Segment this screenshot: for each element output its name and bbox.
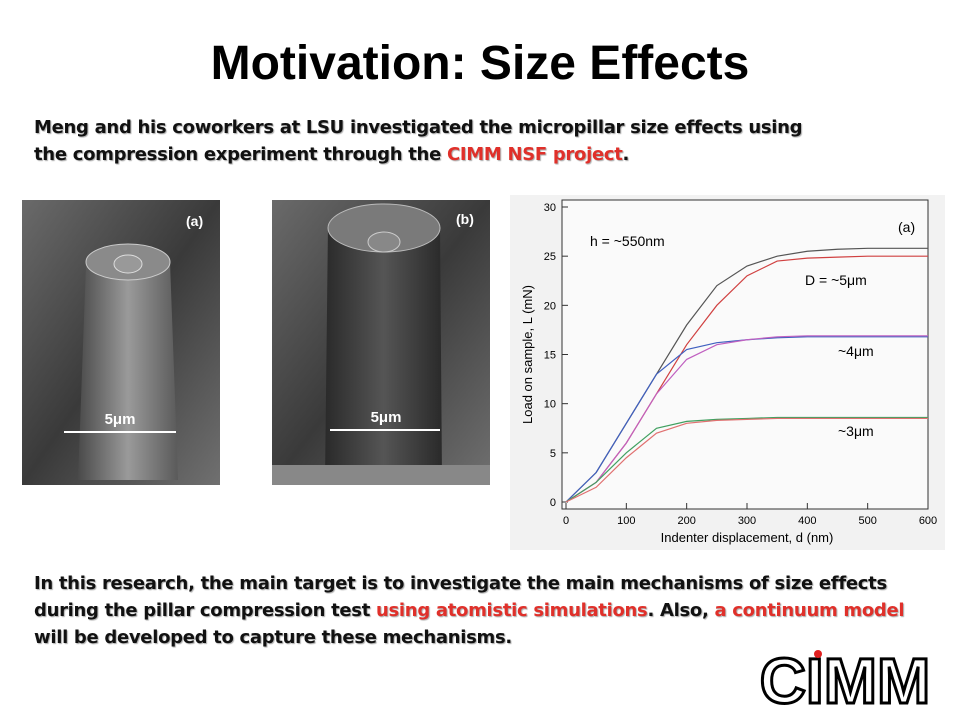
figure-label: (a) <box>186 213 203 229</box>
x-tick-label: 300 <box>738 515 756 527</box>
slide-title: Motivation: Size Effects <box>210 37 750 90</box>
x-tick-label: 400 <box>798 515 816 527</box>
annotation: ~4μm <box>838 343 874 359</box>
y-tick-label: 30 <box>544 202 556 214</box>
x-tick-label: 0 <box>563 515 569 527</box>
curve <box>565 417 928 503</box>
panel-label: (a) <box>898 219 915 235</box>
text: Meng and his coworkers at LSU investigat… <box>34 117 803 138</box>
highlight: using atomistic simulations <box>376 600 648 621</box>
curve <box>565 416 928 503</box>
body-text: In this research, the main target is to … <box>34 570 905 651</box>
annotation: D = ~5μm <box>805 272 867 288</box>
intro-text: Meng and his coworkers at LSU investigat… <box>34 114 803 168</box>
y-tick-label: 10 <box>544 399 556 411</box>
x-axis-label: Indenter displacement, d (nm) <box>661 530 834 545</box>
text: . <box>622 144 630 165</box>
plot-area <box>561 199 929 510</box>
logo: CIMM <box>758 644 932 719</box>
pillar <box>325 211 442 480</box>
x-tick-label: 200 <box>677 515 695 527</box>
y-tick-label: 0 <box>550 497 556 509</box>
highlight: a continuum model <box>714 600 905 621</box>
x-tick-label: 600 <box>919 515 937 527</box>
curve <box>565 335 928 503</box>
y-tick-label: 15 <box>544 350 556 362</box>
text: the compression experiment through the <box>34 144 447 165</box>
y-tick-label: 25 <box>544 251 556 263</box>
annotation: ~3μm <box>838 423 874 439</box>
x-tick-label: 100 <box>617 515 635 527</box>
figure-label: (b) <box>456 211 474 227</box>
scale-label: 5μm <box>105 411 136 428</box>
text: . Also, <box>647 600 715 621</box>
text: will be developed to capture these mecha… <box>34 627 512 648</box>
y-tick-label: 5 <box>550 448 556 460</box>
text: In this research, the main target is to … <box>34 573 887 594</box>
y-axis-label: Load on sample, L (mN) <box>520 285 535 424</box>
scale-label: 5μm <box>371 409 402 426</box>
annotation: h = ~550nm <box>590 233 665 249</box>
logo-text: CIMM <box>760 645 931 717</box>
y-tick-label: 20 <box>544 300 556 312</box>
pillar <box>78 245 178 480</box>
text: during the pillar compression test <box>34 600 376 621</box>
highlight: CIMM NSF project <box>446 144 623 165</box>
x-tick-label: 500 <box>858 515 876 527</box>
